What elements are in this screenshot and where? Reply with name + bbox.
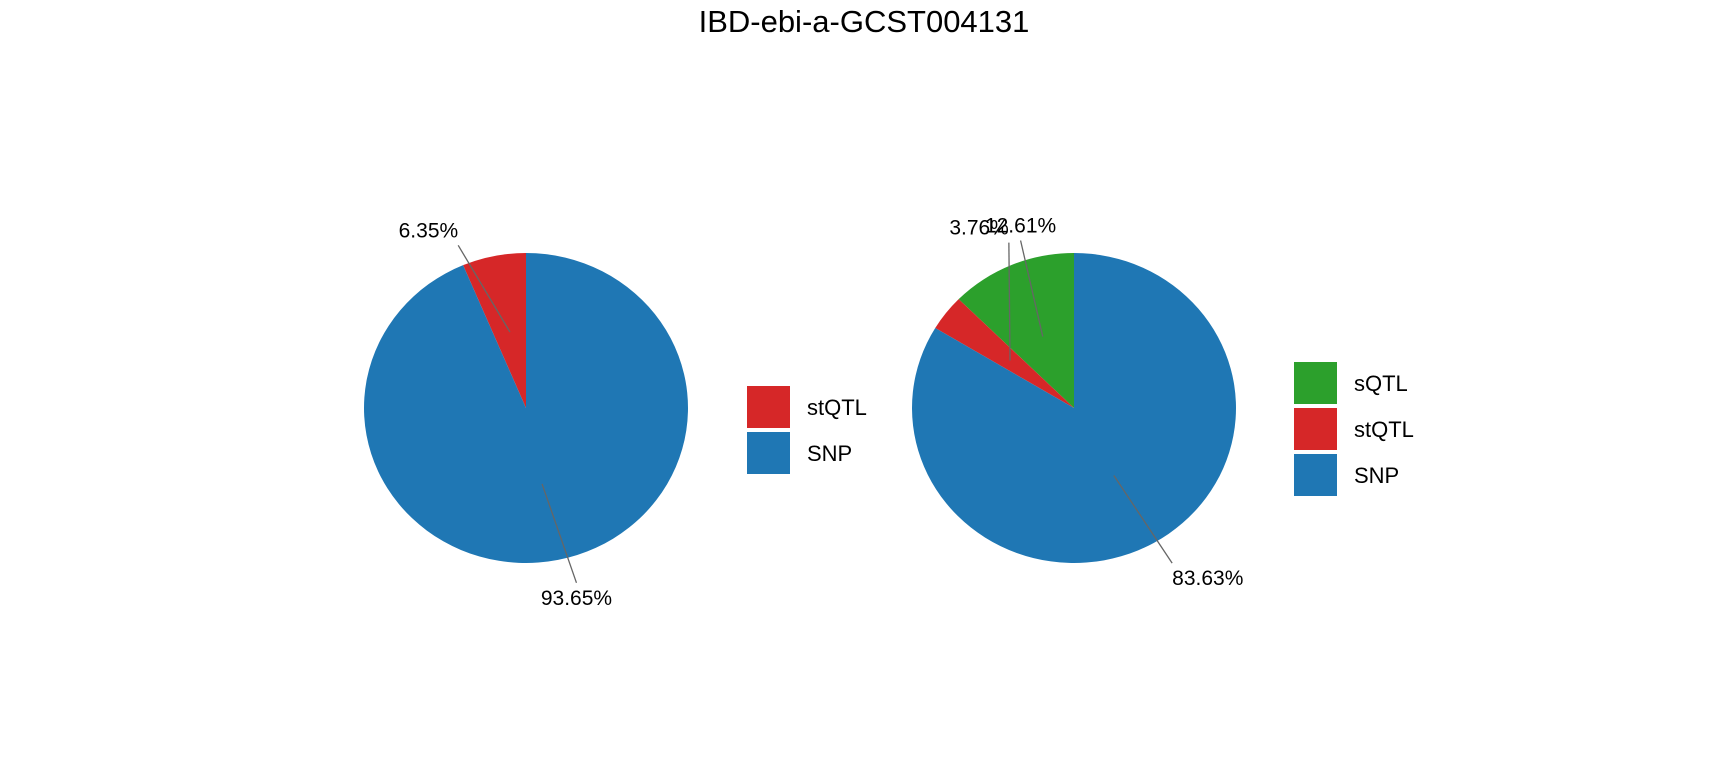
label-leader-line: [1008, 242, 1011, 361]
legend-swatch-stqtl: [1294, 408, 1337, 450]
pie-slice-stqtl: [463, 253, 526, 408]
pie-slice-sqtl: [958, 253, 1074, 408]
legend-swatch-stqtl: [747, 386, 790, 428]
legend-label-snp: SNP: [1354, 463, 1399, 488]
slice-label-snp: 93.65%: [541, 587, 612, 610]
legend-right: sQTL stQTL SNP: [1294, 362, 1414, 496]
legend-label-sqtl: sQTL: [1354, 371, 1408, 396]
slice-label-stqtl: 3.76%: [949, 217, 1009, 240]
pie-chart-right: 12.61%3.76% 83.63%: [912, 214, 1243, 590]
legend-label-stqtl: stQTL: [807, 395, 867, 420]
pie-slice-snp: [364, 253, 689, 563]
legend-swatch-sqtl: [1294, 362, 1337, 404]
slice-label-snp: 83.63%: [1172, 567, 1243, 590]
legend-swatch-snp: [747, 432, 790, 474]
pie-slice-snp: [912, 253, 1237, 564]
label-leader-line: [1019, 240, 1044, 337]
legend-label-snp: SNP: [807, 441, 852, 466]
legend-label-stqtl: stQTL: [1354, 417, 1414, 442]
slice-label-stqtl: 6.35%: [399, 219, 459, 242]
chart-title: IBD-ebi-a-GCST004131: [698, 4, 1030, 39]
label-leader-line: [1113, 475, 1173, 564]
legend-swatch-snp: [1294, 454, 1337, 496]
pie-slice-stqtl: [935, 299, 1074, 408]
slice-label-sqtl: 12.61%: [985, 214, 1056, 237]
label-leader-line: [541, 483, 578, 584]
legend-left: stQTL SNP: [747, 386, 867, 474]
pie-chart-left: 6.35% 93.65%: [364, 219, 689, 610]
label-leader-line: [457, 244, 511, 333]
